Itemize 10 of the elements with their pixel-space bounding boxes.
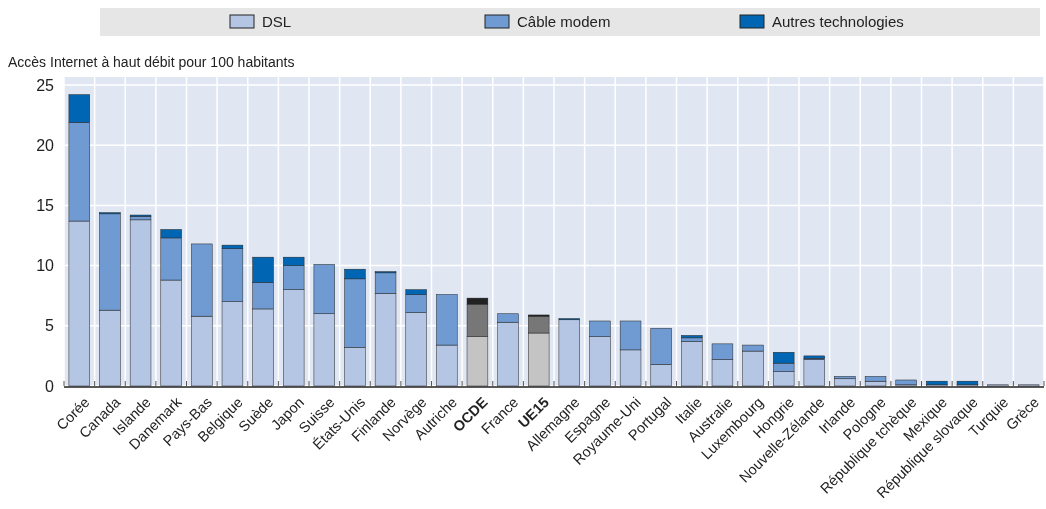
- y-tick-label: 20: [36, 136, 55, 154]
- y-tick-label: 5: [45, 317, 55, 335]
- y-axis-title: Accès Internet à haut débit pour 100 habitants: [8, 54, 295, 70]
- legend-label: Autres technologies: [772, 13, 904, 31]
- y-tick-label: 0: [45, 377, 55, 395]
- y-tick-label: 10: [36, 257, 55, 275]
- y-tick-label: 15: [36, 197, 55, 214]
- legend-label: Câble modem: [517, 13, 611, 31]
- y-tick-label: 25: [36, 76, 55, 94]
- legend-label: DSL: [262, 13, 292, 31]
